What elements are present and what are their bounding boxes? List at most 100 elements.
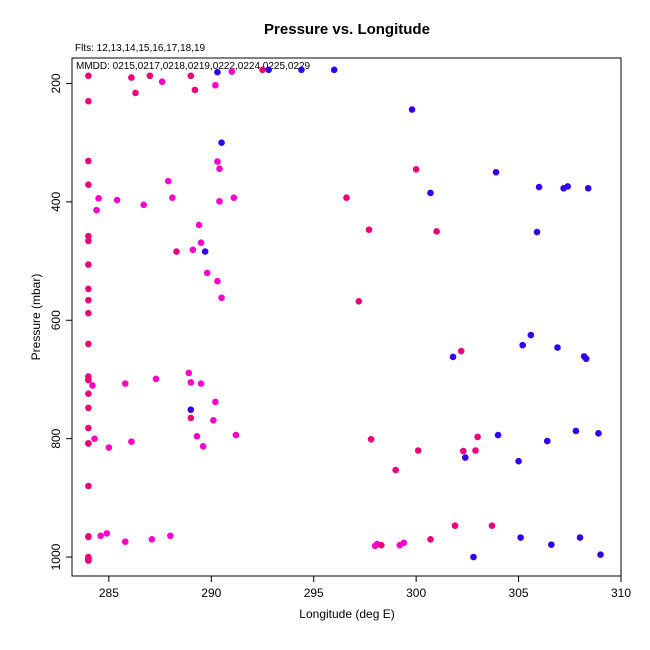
data-point	[535, 183, 543, 191]
data-point	[189, 246, 197, 254]
data-point	[203, 269, 211, 277]
data-point	[548, 541, 555, 548]
data-point	[210, 417, 217, 424]
data-point	[128, 438, 135, 445]
data-point	[214, 277, 221, 285]
data-point	[527, 331, 535, 339]
data-point	[554, 344, 561, 351]
data-point	[517, 534, 524, 541]
data-point	[197, 239, 205, 247]
data-point	[167, 532, 174, 540]
data-point	[85, 340, 92, 348]
data-point	[597, 551, 604, 558]
data-point	[195, 221, 203, 229]
data-point	[187, 414, 195, 422]
data-point	[572, 427, 580, 435]
data-point	[85, 72, 92, 80]
data-point	[85, 440, 92, 447]
data-point	[201, 248, 209, 255]
data-point	[197, 380, 205, 387]
x-tick-label: 305	[509, 586, 529, 600]
data-point	[355, 298, 363, 305]
data-point	[212, 81, 219, 89]
data-point	[85, 376, 92, 384]
data-point	[216, 197, 223, 205]
x-tick-label: 300	[406, 586, 426, 600]
data-point	[474, 433, 481, 441]
plot-frame	[71, 57, 622, 577]
data-point	[470, 553, 477, 561]
data-point	[85, 390, 92, 397]
data-point	[533, 228, 541, 236]
data-point	[427, 189, 434, 197]
data-point	[408, 106, 416, 113]
data-point	[128, 74, 135, 81]
data-point	[85, 285, 92, 293]
data-point	[93, 206, 100, 214]
data-point	[449, 353, 457, 361]
data-point	[121, 538, 129, 545]
data-point	[212, 398, 219, 406]
data-point	[121, 380, 129, 387]
x-axis: 285 290 295 300 305 310	[99, 576, 631, 600]
data-point	[85, 232, 92, 240]
data-point	[259, 66, 266, 74]
data-point	[187, 406, 195, 413]
data-point	[457, 347, 465, 355]
data-point	[85, 557, 92, 564]
data-point	[214, 158, 221, 165]
data-point	[371, 542, 379, 550]
data-point	[148, 535, 156, 543]
data-point	[519, 341, 526, 349]
data-point	[193, 432, 201, 440]
data-point	[214, 68, 221, 76]
data-point	[564, 183, 572, 190]
x-axis-label: Longitude (deg E)	[299, 607, 394, 621]
data-point	[89, 382, 96, 389]
data-point	[216, 165, 223, 173]
data-point	[85, 424, 92, 432]
data-point	[433, 228, 440, 235]
data-point	[158, 78, 166, 85]
data-point	[169, 194, 176, 202]
x-tick-label: 285	[99, 586, 119, 600]
y-tick-label: 800	[49, 428, 63, 448]
data-point	[595, 430, 602, 437]
x-tick-label: 295	[304, 586, 324, 600]
data-point	[459, 447, 467, 455]
data-point	[543, 437, 551, 445]
data-point	[187, 72, 195, 80]
data-point	[488, 522, 496, 529]
y-axis: 200 400 600 800 1000	[49, 73, 72, 570]
data-point	[191, 86, 199, 94]
data-point	[228, 68, 236, 75]
y-tick-label: 1000	[49, 543, 63, 570]
data-point	[85, 181, 92, 188]
data-point	[494, 431, 502, 439]
y-axis-label: Pressure (mbar)	[29, 274, 43, 361]
data-point	[392, 466, 399, 474]
data-point	[218, 139, 225, 146]
data-points	[85, 66, 604, 564]
data-point	[103, 530, 111, 537]
y-tick-label: 400	[49, 192, 63, 212]
data-point	[472, 447, 479, 454]
y-tick-label: 200	[49, 73, 63, 93]
data-point	[265, 66, 272, 74]
chart-title: Pressure vs. Longitude	[264, 21, 430, 38]
data-point	[85, 237, 92, 245]
data-point	[105, 444, 113, 451]
data-point	[152, 375, 160, 383]
data-point	[298, 66, 305, 74]
data-point	[492, 168, 500, 176]
data-point	[85, 309, 92, 317]
x-tick-label: 310	[611, 586, 631, 600]
data-point	[427, 535, 434, 543]
data-point	[85, 97, 92, 105]
data-point	[462, 454, 469, 461]
data-point	[164, 177, 172, 185]
data-point	[576, 534, 584, 541]
data-point	[199, 443, 207, 450]
data-point	[582, 355, 590, 363]
